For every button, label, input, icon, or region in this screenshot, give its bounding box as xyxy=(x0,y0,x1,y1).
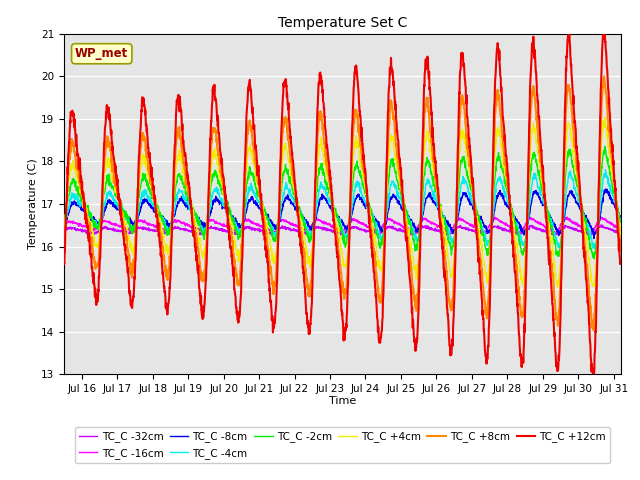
TC_C -16cm xyxy=(60,223,68,229)
TC_C -32cm xyxy=(60,227,68,233)
TC_C -2cm xyxy=(60,223,68,228)
TC_C -16cm xyxy=(601,216,609,221)
TC_C +4cm xyxy=(617,229,625,235)
TC_C +4cm xyxy=(316,143,324,149)
TC_C -32cm xyxy=(617,230,625,236)
TC_C +4cm xyxy=(554,284,561,290)
TC_C -2cm xyxy=(617,219,625,225)
TC_C +4cm xyxy=(331,211,339,216)
TC_C +12cm xyxy=(617,261,625,267)
TC_C -16cm xyxy=(587,231,595,237)
TC_C +12cm xyxy=(60,258,68,264)
Line: TC_C -16cm: TC_C -16cm xyxy=(64,217,621,234)
TC_C +12cm xyxy=(600,28,608,34)
TC_C -8cm xyxy=(601,191,609,196)
TC_C -32cm xyxy=(499,225,506,231)
TC_C -8cm xyxy=(88,216,96,221)
TC_C -4cm xyxy=(601,174,609,180)
TC_C -2cm xyxy=(331,207,339,213)
Line: TC_C -2cm: TC_C -2cm xyxy=(64,146,621,259)
TC_C +8cm xyxy=(499,134,506,140)
TC_C -2cm xyxy=(316,164,324,170)
TC_C +8cm xyxy=(602,84,609,90)
TC_C -32cm xyxy=(601,225,609,230)
Line: TC_C -32cm: TC_C -32cm xyxy=(64,225,621,236)
TC_C -16cm xyxy=(88,226,96,231)
TC_C +4cm xyxy=(601,115,609,121)
TC_C -4cm xyxy=(617,218,625,224)
TC_C -8cm xyxy=(316,197,324,203)
TC_C -2cm xyxy=(601,144,609,149)
TC_C -16cm xyxy=(316,218,324,224)
TC_C -2cm xyxy=(88,219,96,225)
TC_C -16cm xyxy=(331,224,339,229)
TC_C -4cm xyxy=(591,246,598,252)
TC_C +12cm xyxy=(331,228,339,234)
TC_C +12cm xyxy=(601,33,609,38)
TC_C +12cm xyxy=(88,268,96,274)
TC_C -2cm xyxy=(601,145,609,151)
TC_C -4cm xyxy=(331,213,339,218)
TC_C -16cm xyxy=(563,214,571,220)
TC_C -8cm xyxy=(590,236,598,241)
X-axis label: Time: Time xyxy=(329,396,356,406)
TC_C +8cm xyxy=(589,327,597,333)
Line: TC_C +12cm: TC_C +12cm xyxy=(64,31,621,376)
TC_C -8cm xyxy=(617,215,625,221)
TC_C +4cm xyxy=(499,155,506,160)
TC_C -4cm xyxy=(601,172,609,178)
TC_C -8cm xyxy=(601,187,609,193)
Title: Temperature Set C: Temperature Set C xyxy=(278,16,407,30)
TC_C -2cm xyxy=(602,149,609,155)
TC_C -32cm xyxy=(331,228,339,233)
TC_C +8cm xyxy=(617,244,625,250)
TC_C +4cm xyxy=(88,228,96,233)
TC_C +4cm xyxy=(600,115,608,120)
TC_C +8cm xyxy=(316,114,324,120)
TC_C -8cm xyxy=(603,186,611,192)
Line: TC_C -8cm: TC_C -8cm xyxy=(64,189,621,239)
TC_C +8cm xyxy=(60,243,68,249)
TC_C +12cm xyxy=(499,106,506,112)
TC_C +8cm xyxy=(88,241,96,247)
TC_C -16cm xyxy=(617,227,625,232)
TC_C +8cm xyxy=(331,222,339,228)
TC_C -32cm xyxy=(550,233,558,239)
TC_C -16cm xyxy=(499,220,506,226)
TC_C +4cm xyxy=(602,117,609,123)
TC_C -4cm xyxy=(499,184,506,190)
TC_C +8cm xyxy=(600,73,608,79)
TC_C -4cm xyxy=(60,218,68,224)
TC_C +12cm xyxy=(589,373,597,379)
TC_C -32cm xyxy=(602,225,609,231)
Legend: TC_C -32cm, TC_C -16cm, TC_C -8cm, TC_C -4cm, TC_C -2cm, TC_C +4cm, TC_C +8cm, T: TC_C -32cm, TC_C -16cm, TC_C -8cm, TC_C … xyxy=(74,427,611,463)
TC_C -2cm xyxy=(590,256,598,262)
Line: TC_C +4cm: TC_C +4cm xyxy=(64,118,621,287)
TC_C +8cm xyxy=(601,80,609,86)
TC_C +4cm xyxy=(60,229,68,235)
Line: TC_C +8cm: TC_C +8cm xyxy=(64,76,621,330)
Text: WP_met: WP_met xyxy=(75,47,129,60)
TC_C -4cm xyxy=(602,167,609,172)
TC_C -16cm xyxy=(602,217,609,223)
TC_C -32cm xyxy=(88,229,96,235)
TC_C -32cm xyxy=(316,225,324,230)
Line: TC_C -4cm: TC_C -4cm xyxy=(64,169,621,249)
TC_C +12cm xyxy=(316,74,324,80)
TC_C -8cm xyxy=(60,220,68,226)
TC_C -32cm xyxy=(598,222,605,228)
TC_C -4cm xyxy=(316,182,324,188)
Y-axis label: Temperature (C): Temperature (C) xyxy=(28,158,38,250)
TC_C -8cm xyxy=(499,192,506,197)
TC_C -4cm xyxy=(88,216,96,222)
TC_C -8cm xyxy=(331,210,339,216)
TC_C -2cm xyxy=(499,168,506,173)
TC_C +12cm xyxy=(602,39,609,45)
